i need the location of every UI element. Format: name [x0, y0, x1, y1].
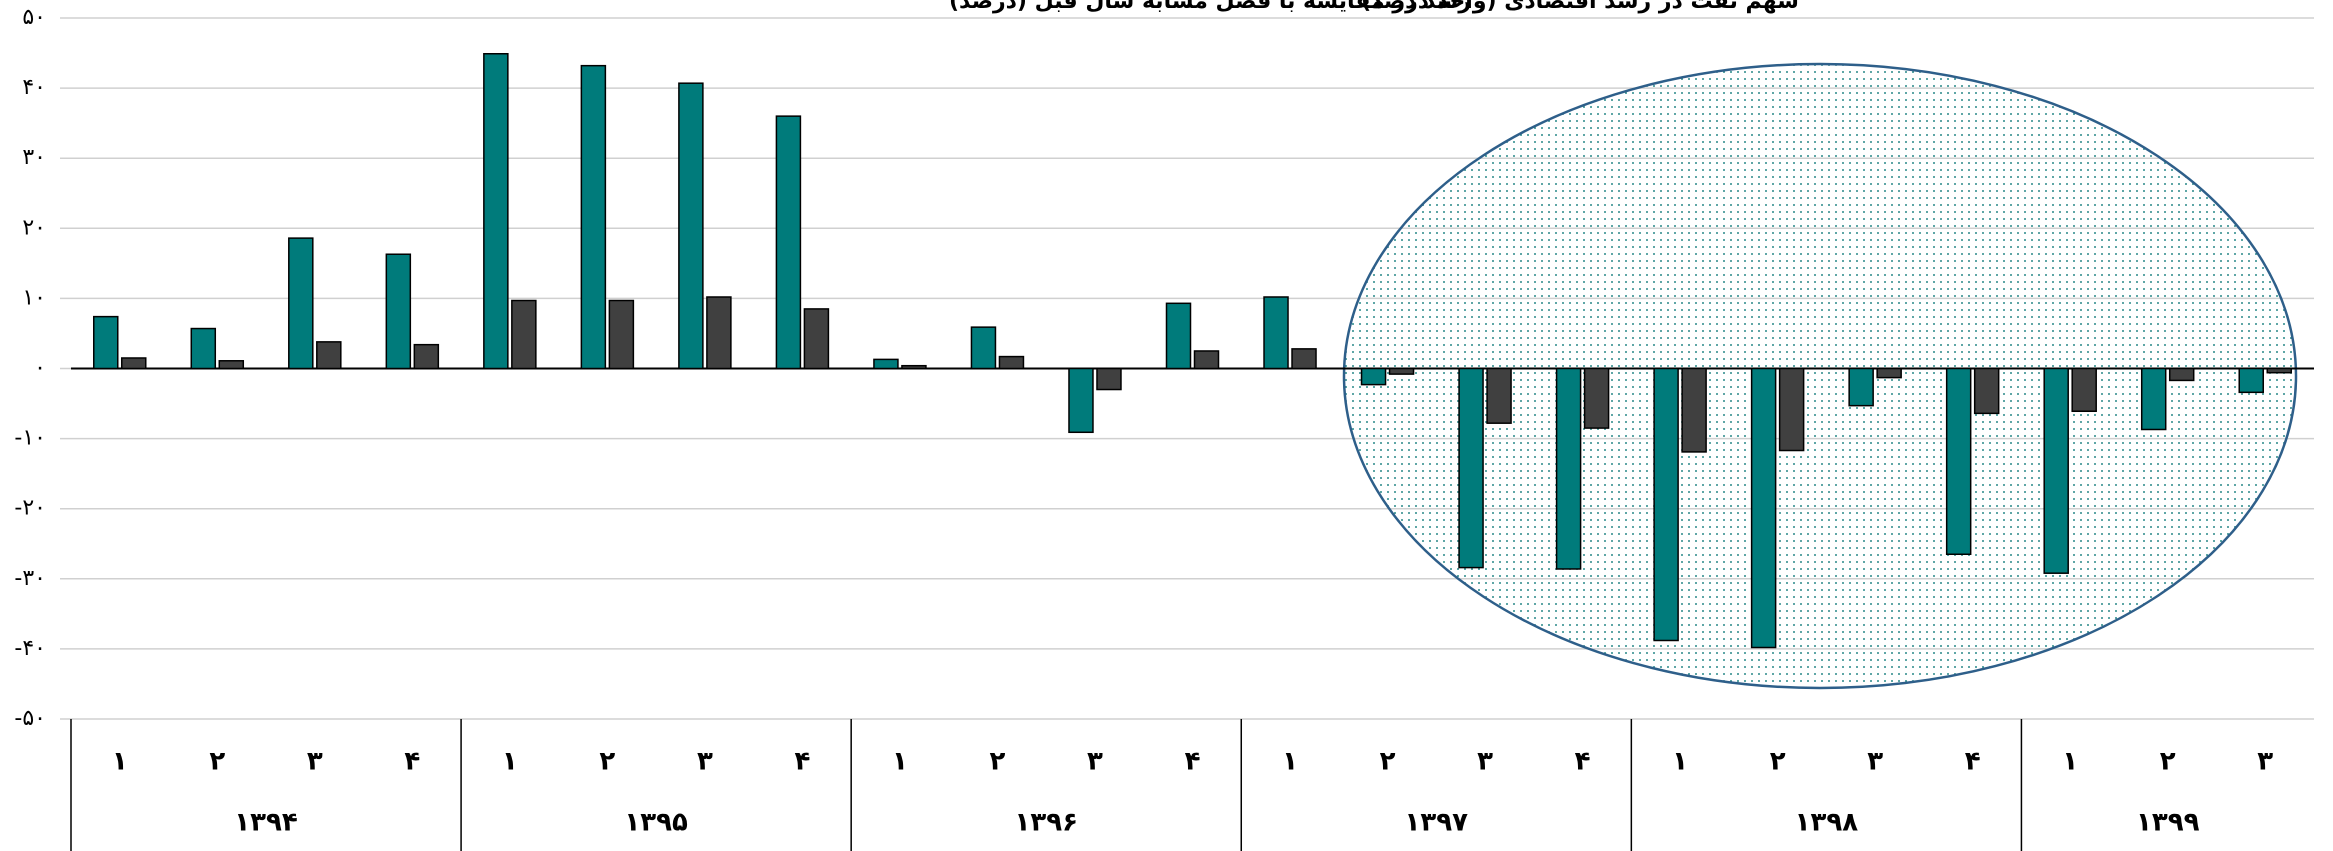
y-tick-label: ۲۰	[22, 215, 46, 240]
bar	[608, 299, 635, 370]
bar	[775, 115, 802, 370]
x-tick-label: ۱	[1672, 747, 1688, 777]
x-tick-label: ۱	[112, 747, 128, 777]
bar	[1096, 367, 1122, 391]
x-tick-label: ۴	[404, 747, 420, 777]
y-tick-label: ۴۰	[22, 75, 46, 100]
bar	[803, 308, 830, 370]
bar	[190, 327, 217, 370]
x-tick-label: ۴	[1575, 747, 1591, 777]
bar	[2071, 367, 2097, 413]
bar	[218, 360, 245, 370]
x-tick-label: ۳	[1867, 747, 1883, 777]
bar	[1193, 350, 1220, 370]
bar	[121, 357, 147, 370]
legend-label: رشد در مقایسه با فصل مشابه سال قبل (درصد…	[949, 0, 1471, 14]
bar	[93, 315, 119, 370]
x-tick-label: ۱	[502, 747, 518, 777]
bar	[511, 299, 537, 370]
x-tick-label: ۱	[2062, 747, 2078, 777]
bar	[1291, 348, 1317, 370]
bar	[1681, 367, 1707, 453]
bar	[873, 358, 899, 370]
x-tick-label: ۲	[599, 747, 615, 777]
x-tick-label: ۱	[1282, 747, 1298, 777]
bar	[1263, 296, 1289, 370]
x-tick-label: ۲	[990, 747, 1006, 777]
group-label: ۱۳۹۶	[1014, 808, 1077, 838]
y-tick-label: ۵۰	[22, 5, 46, 30]
bar	[580, 64, 607, 370]
y-tick-label: -۳۰	[14, 566, 46, 591]
x-tick-label: ۳	[1477, 747, 1493, 777]
bar	[706, 296, 732, 370]
bar	[970, 326, 997, 370]
group-label: ۱۳۹۴	[234, 808, 297, 838]
bar	[998, 355, 1025, 370]
x-tick-label: ۴	[1185, 747, 1201, 777]
bar	[1848, 367, 1874, 407]
bar	[288, 237, 314, 370]
bar	[2168, 367, 2195, 382]
bar	[1486, 367, 1512, 424]
bar	[1068, 367, 1094, 434]
bar	[1973, 367, 2000, 415]
bar	[2043, 367, 2069, 574]
bar	[1165, 302, 1192, 370]
bar	[1653, 367, 1679, 642]
bar	[2140, 367, 2167, 431]
bar	[1458, 367, 1484, 569]
group-label: ۱۳۹۵	[624, 808, 688, 838]
bar	[1583, 367, 1610, 429]
group-label: ۱۳۹۹	[2136, 808, 2200, 838]
x-tick-label: ۴	[794, 747, 810, 777]
x-tick-label: ۲	[209, 747, 225, 777]
bar	[1945, 367, 1972, 556]
bar	[385, 253, 412, 370]
group-label: ۱۳۹۸	[1795, 808, 1859, 838]
x-tick-label: ۲	[1770, 747, 1786, 777]
x-tick-label: ۳	[697, 747, 713, 777]
x-tick-label: ۳	[307, 747, 323, 777]
bar	[483, 53, 509, 370]
y-tick-label: ۱۰	[22, 285, 46, 310]
legend-label: سهم نفت در رشد اقتصادی (واحد درصد)	[1361, 0, 1799, 14]
y-tick-label: ۳۰	[22, 145, 46, 170]
bar	[901, 364, 927, 370]
y-tick-label: -۲۰	[14, 496, 46, 521]
x-tick-label: ۱	[892, 747, 908, 777]
bar	[678, 82, 704, 370]
y-tick-label: ۰	[34, 356, 46, 381]
y-tick-label: -۵۰	[14, 706, 46, 731]
bar	[2266, 367, 2292, 374]
bar	[1388, 367, 1415, 375]
group-label: ۱۳۹۷	[1405, 808, 1469, 838]
y-tick-label: -۴۰	[14, 636, 46, 661]
bar	[1876, 367, 1902, 379]
bar	[1360, 367, 1387, 386]
y-tick-label: -۱۰	[14, 426, 46, 451]
x-tick-label: ۴	[1965, 747, 1981, 777]
x-tick-label: ۳	[2257, 747, 2273, 777]
x-tick-label: ۳	[1087, 747, 1103, 777]
bar	[1555, 367, 1582, 570]
bar	[413, 343, 440, 370]
bar	[316, 341, 342, 370]
x-tick-label: ۲	[2160, 747, 2176, 777]
bar	[2238, 367, 2264, 394]
bar	[1778, 367, 1805, 452]
bar	[1750, 367, 1777, 649]
x-tick-label: ۲	[1380, 747, 1396, 777]
